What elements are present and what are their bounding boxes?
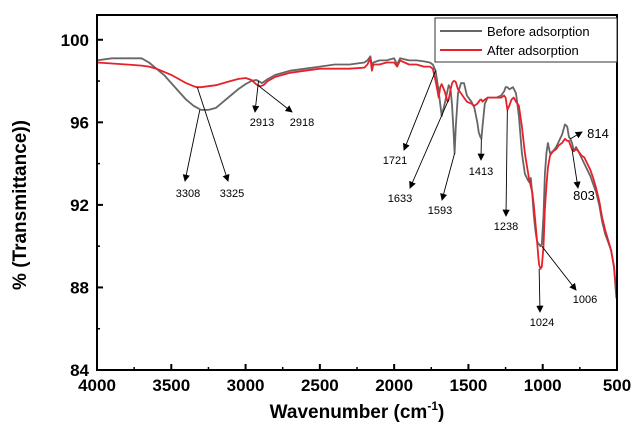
x-tick-label: 500 (603, 376, 631, 395)
x-tick-label: 2000 (375, 376, 413, 395)
y-tick-label: 88 (70, 278, 89, 297)
annotation-layer: 3308 3325 2913 2918 1721 1633 1593 1413 1238 1024… (176, 70, 609, 329)
annotation-arrow (196, 87, 230, 182)
annotation-label: 1238 (494, 221, 518, 233)
annotation-arrow (252, 80, 260, 113)
annotation-arrow (409, 99, 450, 189)
legend-label-after: After adsorption (487, 43, 579, 58)
series-line-after (96, 57, 618, 295)
annotation-arrow (571, 149, 581, 189)
annotation-label: 3308 (176, 188, 200, 200)
annotation-label: 3325 (220, 188, 244, 200)
annotation-label: 814 (587, 126, 609, 141)
x-axis-title-sup: -1 (427, 399, 438, 413)
axis-layer: 4000 3500 3000 2500 2000 1500 1000 500 84 88 92 96 1… (61, 14, 631, 395)
annotation-label: 1593 (428, 205, 452, 217)
annotation-label: 2918 (290, 117, 314, 129)
annotation-label: 1024 (530, 317, 554, 329)
legend-label-before: Before adsorption (487, 24, 590, 39)
legend: Before adsorption After adsorption (434, 17, 618, 63)
annotation-label: 1721 (383, 155, 407, 167)
x-tick-label: 2500 (301, 376, 339, 395)
annotation-label: 2913 (250, 117, 274, 129)
y-tick-label: 92 (70, 196, 89, 215)
x-tick-label: 3000 (227, 376, 265, 395)
x-tick-label: 1500 (450, 376, 488, 395)
x-tick-label: 4000 (78, 376, 116, 395)
y-tick-label: 84 (70, 361, 89, 380)
x-axis-title-close: ) (438, 402, 444, 423)
x-tick-label: 3500 (152, 376, 190, 395)
x-axis-title: Wavenumber (cm-1) (270, 399, 445, 423)
y-axis-title: % (Transmittance)) (10, 120, 31, 290)
annotation-arrow (257, 84, 293, 113)
annotation-arrow (536, 268, 544, 313)
annotation-label: 1633 (388, 193, 412, 205)
annotation-label: 1413 (469, 166, 493, 178)
legend-box (434, 17, 618, 63)
annotation-arrow (182, 109, 201, 182)
y-tick-label: 100 (61, 31, 89, 50)
annotation-label: 1006 (573, 294, 597, 306)
annotation-arrow (502, 109, 510, 217)
series-layer (96, 55, 618, 299)
x-tick-label: 1000 (524, 376, 562, 395)
annotation-arrow (541, 245, 577, 291)
y-tick-label: 96 (70, 113, 89, 132)
annotation-label: 803 (573, 188, 595, 203)
annotation-arrow (440, 153, 456, 201)
x-axis-title-main: Wavenumber (cm (270, 402, 428, 423)
annotation-arrow (570, 131, 583, 140)
annotation-arrow (402, 70, 437, 151)
series-line-before (96, 55, 618, 299)
